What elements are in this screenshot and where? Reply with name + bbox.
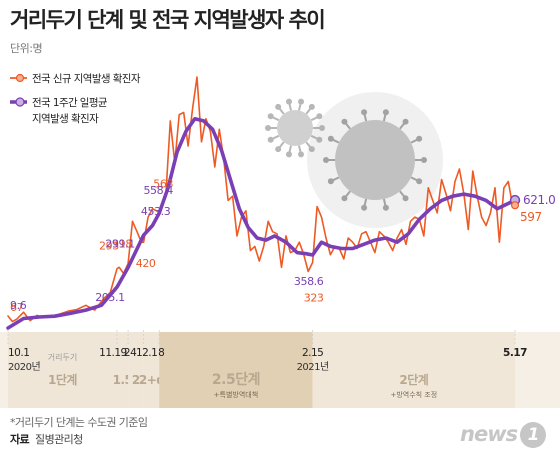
x-tick-label: 24: [124, 347, 137, 359]
stage-region: [143, 332, 160, 408]
avg-value-label: 9.6: [10, 299, 27, 312]
avg-value-label: 299.1: [105, 237, 135, 250]
logo-badge: 1: [520, 422, 547, 448]
avg-value-label: 453.3: [141, 205, 171, 218]
unit-label: 단위:명: [10, 42, 43, 55]
footnote: *거리두기 단계는 수도권 기준임: [10, 416, 148, 429]
avg-value-label: 621.0: [523, 193, 555, 207]
avg-value-label: 205.1: [95, 291, 125, 304]
legend-marker: [15, 73, 25, 83]
stage-band-layer: 거리두기 1단계 1.5 2 2+α 2.5단계 +특별방역대책 2단계 +방역수칙 조정: [0, 332, 560, 408]
stage-region: [128, 332, 144, 408]
x-tick-label: 5.17: [503, 347, 527, 359]
stage-sub: +방역수칙 조정: [390, 390, 437, 399]
stage-region: [116, 332, 129, 408]
x-tick-year: 2021년: [297, 361, 329, 373]
stage-caption: 거리두기: [48, 353, 77, 362]
daily-value-label: 563: [153, 177, 173, 190]
series-lines: [6, 76, 521, 330]
weekly-average-line: [6, 117, 517, 330]
x-tick-year: 2020년: [8, 361, 40, 373]
daily-end-marker: [510, 201, 520, 210]
virus-illustration: [265, 92, 443, 228]
logo-text: news: [460, 422, 518, 446]
x-tick-label: 11.19: [99, 347, 127, 359]
x-tick-label: 12.1: [136, 347, 157, 359]
avg-value-label: 558.4: [143, 184, 173, 197]
x-tick-label: 2.15: [302, 347, 323, 359]
virus-icon: [265, 98, 325, 158]
stage-label: 2: [132, 373, 140, 387]
daily-value-label: 597: [520, 210, 542, 224]
daily-value-label: 318: [112, 238, 132, 251]
virus-icon: [323, 109, 427, 211]
stage-sub: +특별방역대책: [214, 390, 259, 399]
stage-label: 1단계: [48, 372, 77, 387]
stage-region: [8, 332, 117, 408]
legend-marker: [15, 97, 25, 107]
stage-label: 1.5: [113, 373, 133, 387]
x-tick-label: 10.1: [8, 347, 29, 359]
stage-label: 2.5단계: [212, 371, 260, 388]
stage-label: 2+α: [139, 373, 164, 387]
daily-value-label: 293: [99, 240, 119, 253]
daily-value-label: 67: [10, 301, 24, 314]
avg-value-label: 358.6: [294, 275, 324, 288]
daily-value-label: 323: [304, 291, 324, 304]
source-name: 질병관리청: [35, 433, 83, 446]
legend-label-line2: 지역발생 확진자: [32, 112, 99, 125]
legend-label: 전국 신규 지역발생 확진자: [32, 72, 141, 85]
x-tick-label: 8: [158, 347, 164, 359]
daily-value-label: 420: [136, 257, 156, 270]
news1-logo: news 1: [460, 422, 547, 448]
source-line: 자료 질병관리청: [10, 431, 83, 447]
stage-region: [312, 332, 515, 408]
source-label: 자료: [10, 433, 30, 446]
stage-region: [159, 332, 313, 408]
chart-title: 거리두기 단계 및 전국 지역발생자 추이: [10, 8, 326, 32]
stage-label: 2단계: [399, 372, 428, 387]
legend-label: 전국 1주간 일평균: [32, 96, 108, 109]
